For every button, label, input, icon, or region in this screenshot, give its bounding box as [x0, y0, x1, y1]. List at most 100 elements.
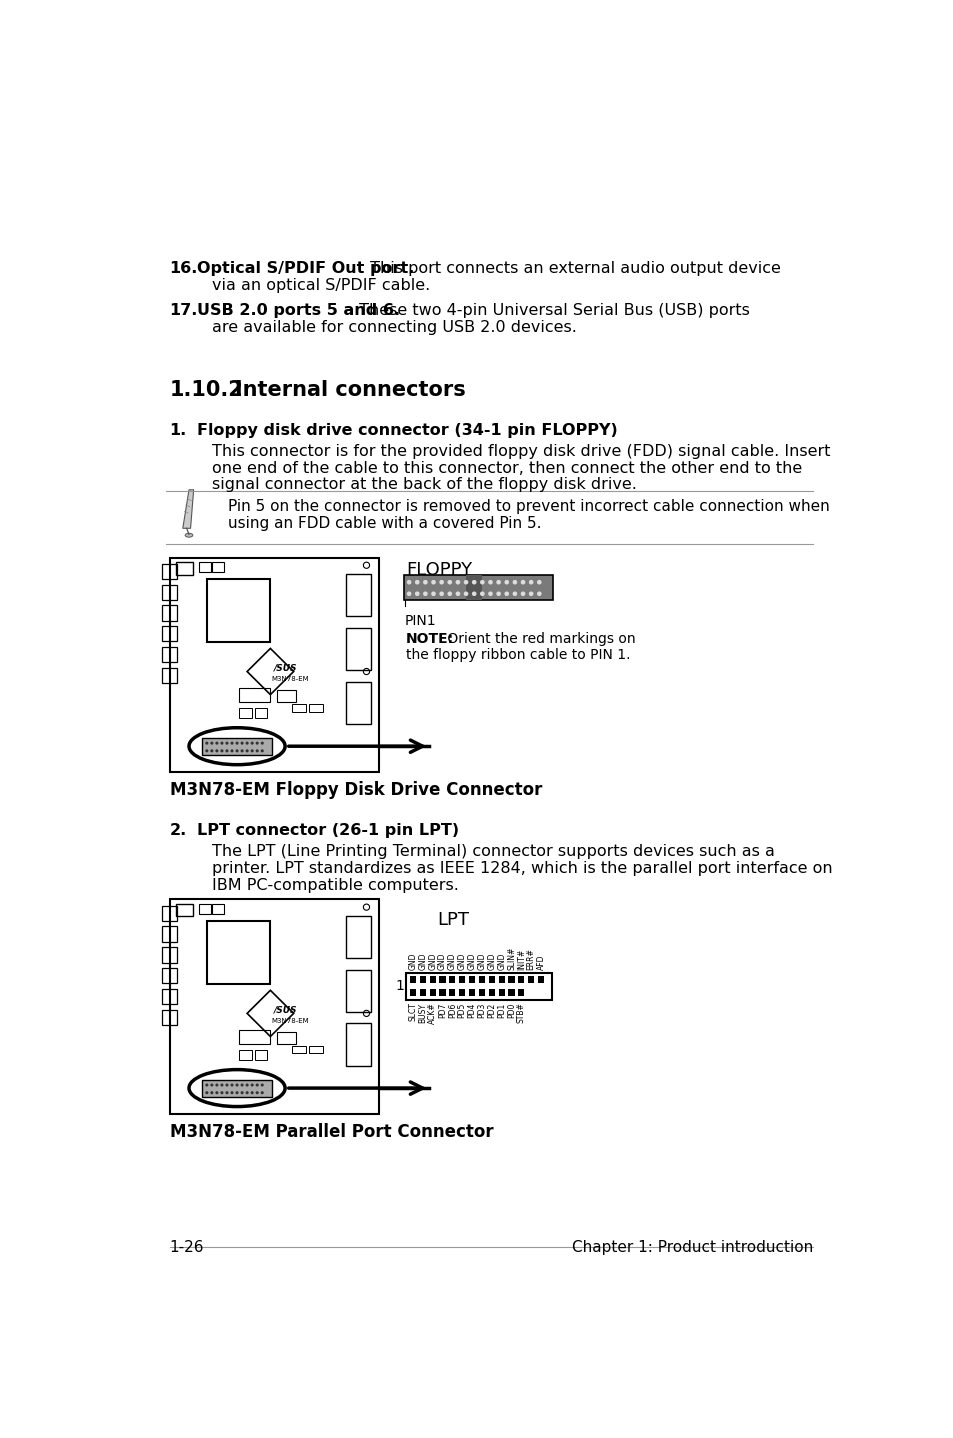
Bar: [162, 906, 177, 920]
Text: 1.10.2: 1.10.2: [170, 381, 243, 400]
Bar: [469, 975, 475, 984]
Circle shape: [537, 580, 541, 584]
Circle shape: [479, 580, 484, 584]
Bar: [517, 975, 524, 984]
Text: LPT connector (26-1 pin LPT): LPT connector (26-1 pin LPT): [196, 823, 458, 838]
Circle shape: [225, 1083, 229, 1087]
Circle shape: [447, 580, 452, 584]
Bar: [410, 975, 416, 984]
Circle shape: [463, 580, 468, 584]
Circle shape: [251, 749, 253, 752]
Bar: [346, 969, 371, 1012]
Text: 16.: 16.: [170, 262, 198, 276]
Circle shape: [245, 742, 249, 745]
Text: Chapter 1: Product introduction: Chapter 1: Product introduction: [571, 1240, 812, 1255]
Text: GND: GND: [476, 952, 486, 969]
Circle shape: [235, 742, 238, 745]
Text: PIN1: PIN1: [404, 614, 436, 628]
Circle shape: [512, 591, 517, 597]
Bar: [419, 975, 425, 984]
Circle shape: [260, 742, 264, 745]
Bar: [207, 920, 270, 984]
Bar: [162, 948, 177, 962]
Circle shape: [439, 591, 443, 597]
Text: /SUS: /SUS: [274, 663, 297, 672]
Circle shape: [431, 591, 436, 597]
Text: BUSY: BUSY: [417, 1002, 427, 1022]
Text: 1-26: 1-26: [170, 1240, 204, 1255]
Text: PD1: PD1: [497, 1002, 506, 1018]
Bar: [202, 1080, 272, 1097]
Text: GND: GND: [437, 952, 447, 969]
Bar: [346, 574, 371, 615]
Circle shape: [520, 591, 525, 597]
Circle shape: [520, 580, 525, 584]
Text: Floppy disk drive connector (34-1 pin FLOPPY): Floppy disk drive connector (34-1 pin FL…: [196, 423, 617, 437]
Circle shape: [231, 742, 233, 745]
Circle shape: [496, 591, 500, 597]
Circle shape: [205, 749, 208, 752]
Circle shape: [235, 749, 238, 752]
Bar: [508, 975, 514, 984]
Text: M3N78-EM: M3N78-EM: [271, 1018, 308, 1024]
Text: PD4: PD4: [467, 1002, 476, 1018]
Text: are available for connecting USB 2.0 devices.: are available for connecting USB 2.0 dev…: [212, 321, 577, 335]
Text: STB#: STB#: [517, 1002, 525, 1024]
Bar: [469, 989, 475, 997]
Bar: [406, 972, 551, 999]
Text: Optical S/PDIF Out port.: Optical S/PDIF Out port.: [196, 262, 414, 276]
Text: M3N78-EM Floppy Disk Drive Connector: M3N78-EM Floppy Disk Drive Connector: [170, 781, 541, 800]
Text: ERR#: ERR#: [526, 948, 536, 969]
Text: printer. LPT standardizes as IEEE 1284, which is the parallel port interface on: printer. LPT standardizes as IEEE 1284, …: [212, 861, 832, 876]
Circle shape: [220, 742, 223, 745]
Bar: [346, 1024, 371, 1066]
Ellipse shape: [185, 533, 193, 538]
Circle shape: [210, 749, 213, 752]
Bar: [239, 1031, 270, 1044]
Text: Pin 5 on the connector is removed to prevent incorrect cable connection when: Pin 5 on the connector is removed to pre…: [228, 499, 828, 513]
Circle shape: [260, 1083, 264, 1087]
Text: USB 2.0 ports 5 and 6.: USB 2.0 ports 5 and 6.: [196, 303, 399, 318]
Text: GND: GND: [487, 952, 496, 969]
Circle shape: [439, 580, 443, 584]
Circle shape: [210, 742, 213, 745]
Text: GND: GND: [417, 952, 427, 969]
Bar: [239, 709, 252, 718]
Bar: [458, 989, 465, 997]
Bar: [410, 989, 416, 997]
Bar: [429, 989, 436, 997]
Circle shape: [422, 580, 427, 584]
Text: GND: GND: [497, 952, 506, 969]
Circle shape: [240, 1083, 243, 1087]
Bar: [170, 558, 378, 772]
Bar: [508, 989, 514, 997]
Bar: [199, 905, 211, 915]
Circle shape: [251, 742, 253, 745]
Text: SLCT: SLCT: [408, 1002, 417, 1021]
Circle shape: [220, 749, 223, 752]
Circle shape: [528, 591, 533, 597]
Circle shape: [406, 591, 411, 597]
Circle shape: [240, 742, 243, 745]
Text: one end of the cable to this connector, then connect the other end to the: one end of the cable to this connector, …: [212, 460, 801, 476]
Bar: [346, 682, 371, 723]
Text: PD6: PD6: [447, 1002, 456, 1018]
Circle shape: [463, 591, 468, 597]
Text: Internal connectors: Internal connectors: [235, 381, 466, 400]
Bar: [276, 690, 295, 702]
Bar: [170, 899, 378, 1113]
Circle shape: [205, 1091, 208, 1094]
Text: ACK#: ACK#: [428, 1002, 436, 1024]
Text: NOTE:: NOTE:: [406, 633, 454, 646]
Bar: [449, 989, 455, 997]
Bar: [175, 562, 193, 575]
Text: PD7: PD7: [437, 1002, 447, 1018]
Bar: [458, 975, 465, 984]
Text: The LPT (Line Printing Terminal) connector supports devices such as a: The LPT (Line Printing Terminal) connect…: [212, 844, 774, 858]
Text: GND: GND: [447, 952, 456, 969]
Text: GND: GND: [467, 952, 476, 969]
Circle shape: [415, 580, 419, 584]
Bar: [309, 1045, 323, 1054]
Text: These two 4-pin Universal Serial Bus (USB) ports: These two 4-pin Universal Serial Bus (US…: [354, 303, 749, 318]
Bar: [239, 1050, 252, 1060]
